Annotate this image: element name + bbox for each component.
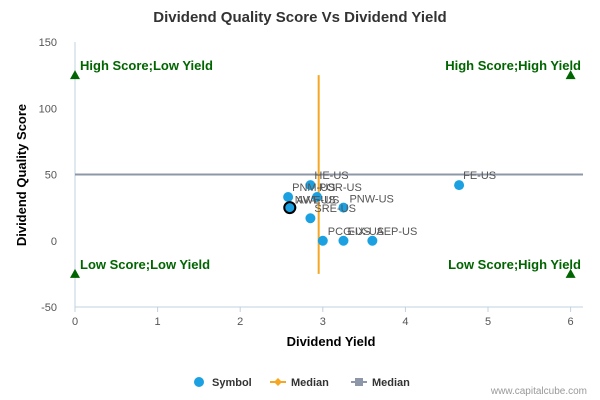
legend-label: Median (291, 377, 329, 389)
y-tick-label: 150 (39, 37, 57, 49)
data-point-sre-us (305, 213, 316, 224)
y-tick-label: -50 (41, 302, 57, 314)
credit-text: www.capitalcube.com (490, 386, 587, 397)
quadrant-label-top-left: High Score;Low Yield (80, 58, 213, 73)
quadrant-marker-top-left (70, 70, 80, 80)
x-tick-label: 6 (568, 316, 574, 328)
legend-label: Symbol (212, 377, 252, 389)
x-tick-label: 2 (237, 316, 243, 328)
point-label-he-us: HE-US (314, 170, 348, 182)
highlight-point-ring (283, 201, 297, 215)
data-point-he-us (305, 180, 316, 191)
y-tick-label: 0 (51, 236, 57, 248)
quadrant-marker-bottom-left (70, 268, 80, 278)
point-label-fe-us: FE-US (463, 170, 496, 182)
y-tick-label: 50 (45, 170, 57, 182)
legend-label: Median (372, 377, 410, 389)
legend-symbol-marker (194, 377, 204, 387)
data-point-pcg-us (317, 235, 328, 246)
data-point-fe-us (454, 180, 465, 191)
quadrant-label-top-right: High Score;High Yield (445, 58, 581, 73)
chart-title: Dividend Quality Score Vs Dividend Yield (153, 9, 446, 26)
x-tick-label: 1 (155, 316, 161, 328)
quadrant-marker-top-right (565, 70, 576, 80)
legend: Symbol Median Median (194, 377, 410, 389)
point-label-sre-us: SRE-US (314, 203, 356, 215)
point-label-eix-us: EIX-US (347, 226, 384, 238)
quadrant-label-bottom-left: Low Score;Low Yield (80, 257, 210, 272)
point-label-aep-us: AEP-US (376, 226, 417, 238)
data-point-aep-us (367, 235, 378, 246)
point-label-pcg-us: PCG-US (328, 226, 371, 238)
point-label-por-us: POR-US (319, 182, 362, 194)
data-point-pnw-us (338, 202, 349, 213)
legend-median-yield-marker (274, 378, 282, 386)
point-label-ava-us: AVA-US (296, 195, 335, 207)
x-tick-label: 5 (485, 316, 491, 328)
y-tick-label: 100 (39, 103, 57, 115)
legend-median-score-marker (355, 378, 363, 386)
data-point-por-us (312, 192, 323, 203)
x-tick-label: 0 (72, 316, 78, 328)
data-point-nwe-us (284, 202, 295, 213)
y-axis-title: Dividend Quality Score (14, 104, 29, 246)
quadrant-marker-bottom-right (565, 268, 576, 278)
point-label-pnw-us: PNW-US (349, 194, 393, 206)
data-point-eix-us (338, 235, 349, 246)
x-tick-label: 3 (320, 316, 326, 328)
data-point-pnm-us (283, 192, 294, 203)
quadrant-label-bottom-right: Low Score;High Yield (448, 257, 581, 272)
plot-area: -50 0 50 100 150 0 1 2 3 4 5 6 High Score;Low Yield H… (39, 37, 583, 328)
point-label-nwe-us: NWE-US (295, 195, 340, 207)
x-axis-title: Dividend Yield (287, 334, 376, 349)
point-label-pnm-us: PNM-US (292, 182, 335, 194)
x-tick-label: 4 (402, 316, 408, 328)
